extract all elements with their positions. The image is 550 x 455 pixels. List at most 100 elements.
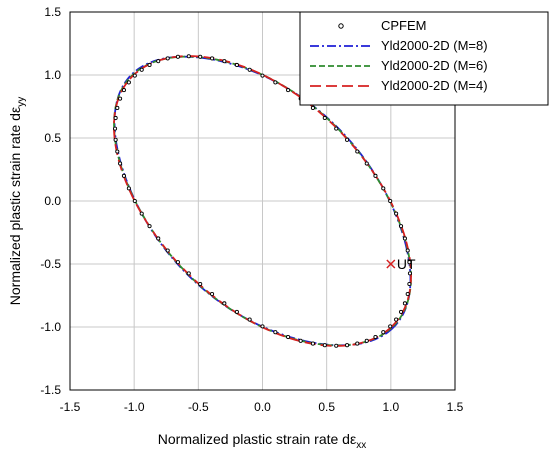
cpfem-marker: [234, 309, 239, 314]
cpfem-marker: [381, 330, 386, 335]
cpfem-marker: [398, 309, 404, 314]
cpfem-marker: [402, 301, 407, 306]
x-tick-labels: -1.5 -1.0 -0.5 0.0 0.5 1.0 1.5: [60, 400, 464, 414]
x-tick-label: -1.5: [60, 400, 81, 414]
legend-label: CPFEM: [381, 18, 427, 33]
ut-label: UT: [397, 256, 416, 272]
x-tick-label: -1.0: [124, 400, 145, 414]
cpfem-marker: [186, 271, 191, 276]
cpfem-marker: [139, 67, 144, 72]
cpfem-marker: [198, 281, 203, 287]
y-tick-label: 1.5: [44, 5, 61, 19]
cpfem-marker: [186, 54, 191, 59]
cpfem-marker: [345, 137, 350, 142]
x-tick-label: 1.5: [447, 400, 464, 414]
cpfem-marker: [147, 62, 152, 68]
cpfem-markers: [113, 54, 413, 348]
cpfem-marker: [402, 236, 407, 241]
cpfem-marker: [310, 105, 315, 110]
cpfem-marker: [364, 161, 369, 166]
cpfem-marker: [115, 149, 120, 154]
cpfem-marker: [334, 343, 339, 348]
x-axis-label: Normalized plastic strain rate dεxx: [158, 431, 366, 451]
cpfem-marker: [286, 334, 291, 340]
y-tick-label: -1.5: [40, 383, 61, 397]
cpfem-marker: [113, 126, 118, 131]
x-axis-label-main: Normalized plastic strain rate dε: [158, 431, 356, 447]
cpfem-marker: [115, 105, 120, 110]
cpfem-marker: [247, 67, 252, 72]
ut-marker: [386, 259, 396, 269]
cpfem-marker: [405, 248, 410, 253]
y-tick-label: 0.0: [44, 194, 61, 208]
cpfem-marker: [222, 301, 227, 306]
cpfem-marker: [373, 173, 378, 178]
cpfem-marker: [405, 291, 410, 297]
cpfem-marker: [310, 341, 315, 346]
x-axis-label-sub: xx: [356, 440, 366, 451]
x-tick-label: 0.5: [318, 400, 335, 414]
cpfem-marker: [364, 338, 369, 343]
cpfem-marker: [260, 324, 265, 329]
cpfem-marker: [156, 236, 161, 241]
cpfem-marker: [126, 186, 131, 191]
x-tick-label: -0.5: [188, 400, 209, 414]
cpfem-marker: [118, 161, 123, 166]
legend-label: Yld2000-2D (M=8): [381, 38, 488, 53]
cpfem-marker: [381, 186, 386, 191]
legend: CPFEM Yld2000-2D (M=8) Yld2000-2D (M=6) Yld…: [299, 11, 549, 106]
cpfem-marker: [222, 59, 227, 64]
cpfem-marker: [121, 173, 126, 178]
cpfem-marker: [126, 80, 131, 85]
cpfem-marker: [394, 317, 399, 322]
cpfem-marker: [407, 260, 412, 265]
legend-label: Yld2000-2D (M=4): [381, 78, 488, 93]
cpfem-marker: [334, 126, 339, 131]
y-tick-label: 1.0: [44, 68, 61, 82]
cpfem-marker: [273, 330, 278, 335]
cpfem-marker: [247, 317, 252, 322]
cpfem-marker: [198, 54, 203, 59]
cpfem-marker: [113, 137, 118, 142]
cpfem-marker: [322, 343, 327, 348]
cpfem-marker: [273, 80, 278, 85]
cpfem-marker: [298, 338, 303, 343]
y-axis-label-sub: yy: [16, 97, 27, 107]
cpfem-marker: [210, 56, 215, 61]
cpfem-marker: [394, 211, 399, 216]
ut-annotation: UT: [386, 256, 416, 272]
cpfem-marker: [373, 334, 378, 340]
cpfem-marker: [113, 115, 118, 121]
plot-frame: [69, 11, 456, 391]
legend-swatch-cpfem: [338, 23, 344, 29]
cpfem-marker: [260, 73, 265, 78]
cpfem-marker: [165, 248, 170, 253]
cpfem-marker: [121, 88, 126, 93]
cpfem-marker: [175, 54, 180, 59]
y-axis-label-main: Normalized plastic strain rate dε: [7, 107, 23, 305]
y-tick-label: -0.5: [40, 257, 61, 271]
cpfem-marker: [139, 211, 144, 216]
legend-label: Yld2000-2D (M=6): [381, 58, 488, 73]
cpfem-marker: [407, 281, 412, 287]
cpfem-marker: [407, 271, 413, 276]
cpfem-marker: [165, 56, 170, 61]
cpfem-marker: [118, 96, 123, 101]
cpfem-marker: [355, 341, 360, 346]
cpfem-marker: [234, 62, 239, 68]
cpfem-marker: [132, 198, 137, 204]
cpfem-marker: [210, 291, 215, 297]
x-tick-label: 0.0: [254, 400, 271, 414]
cpfem-marker: [156, 59, 161, 64]
cpfem-marker: [398, 224, 404, 229]
y-axis-label: Normalized plastic strain rate dεyy: [7, 97, 27, 305]
cpfem-marker: [355, 149, 360, 154]
cpfem-marker: [132, 73, 137, 78]
cpfem-marker: [345, 343, 350, 348]
cpfem-marker: [286, 88, 291, 93]
cpfem-marker: [175, 260, 180, 265]
cpfem-marker: [322, 115, 327, 121]
x-tick-label: 1.0: [382, 400, 399, 414]
cpfem-marker: [388, 198, 393, 204]
